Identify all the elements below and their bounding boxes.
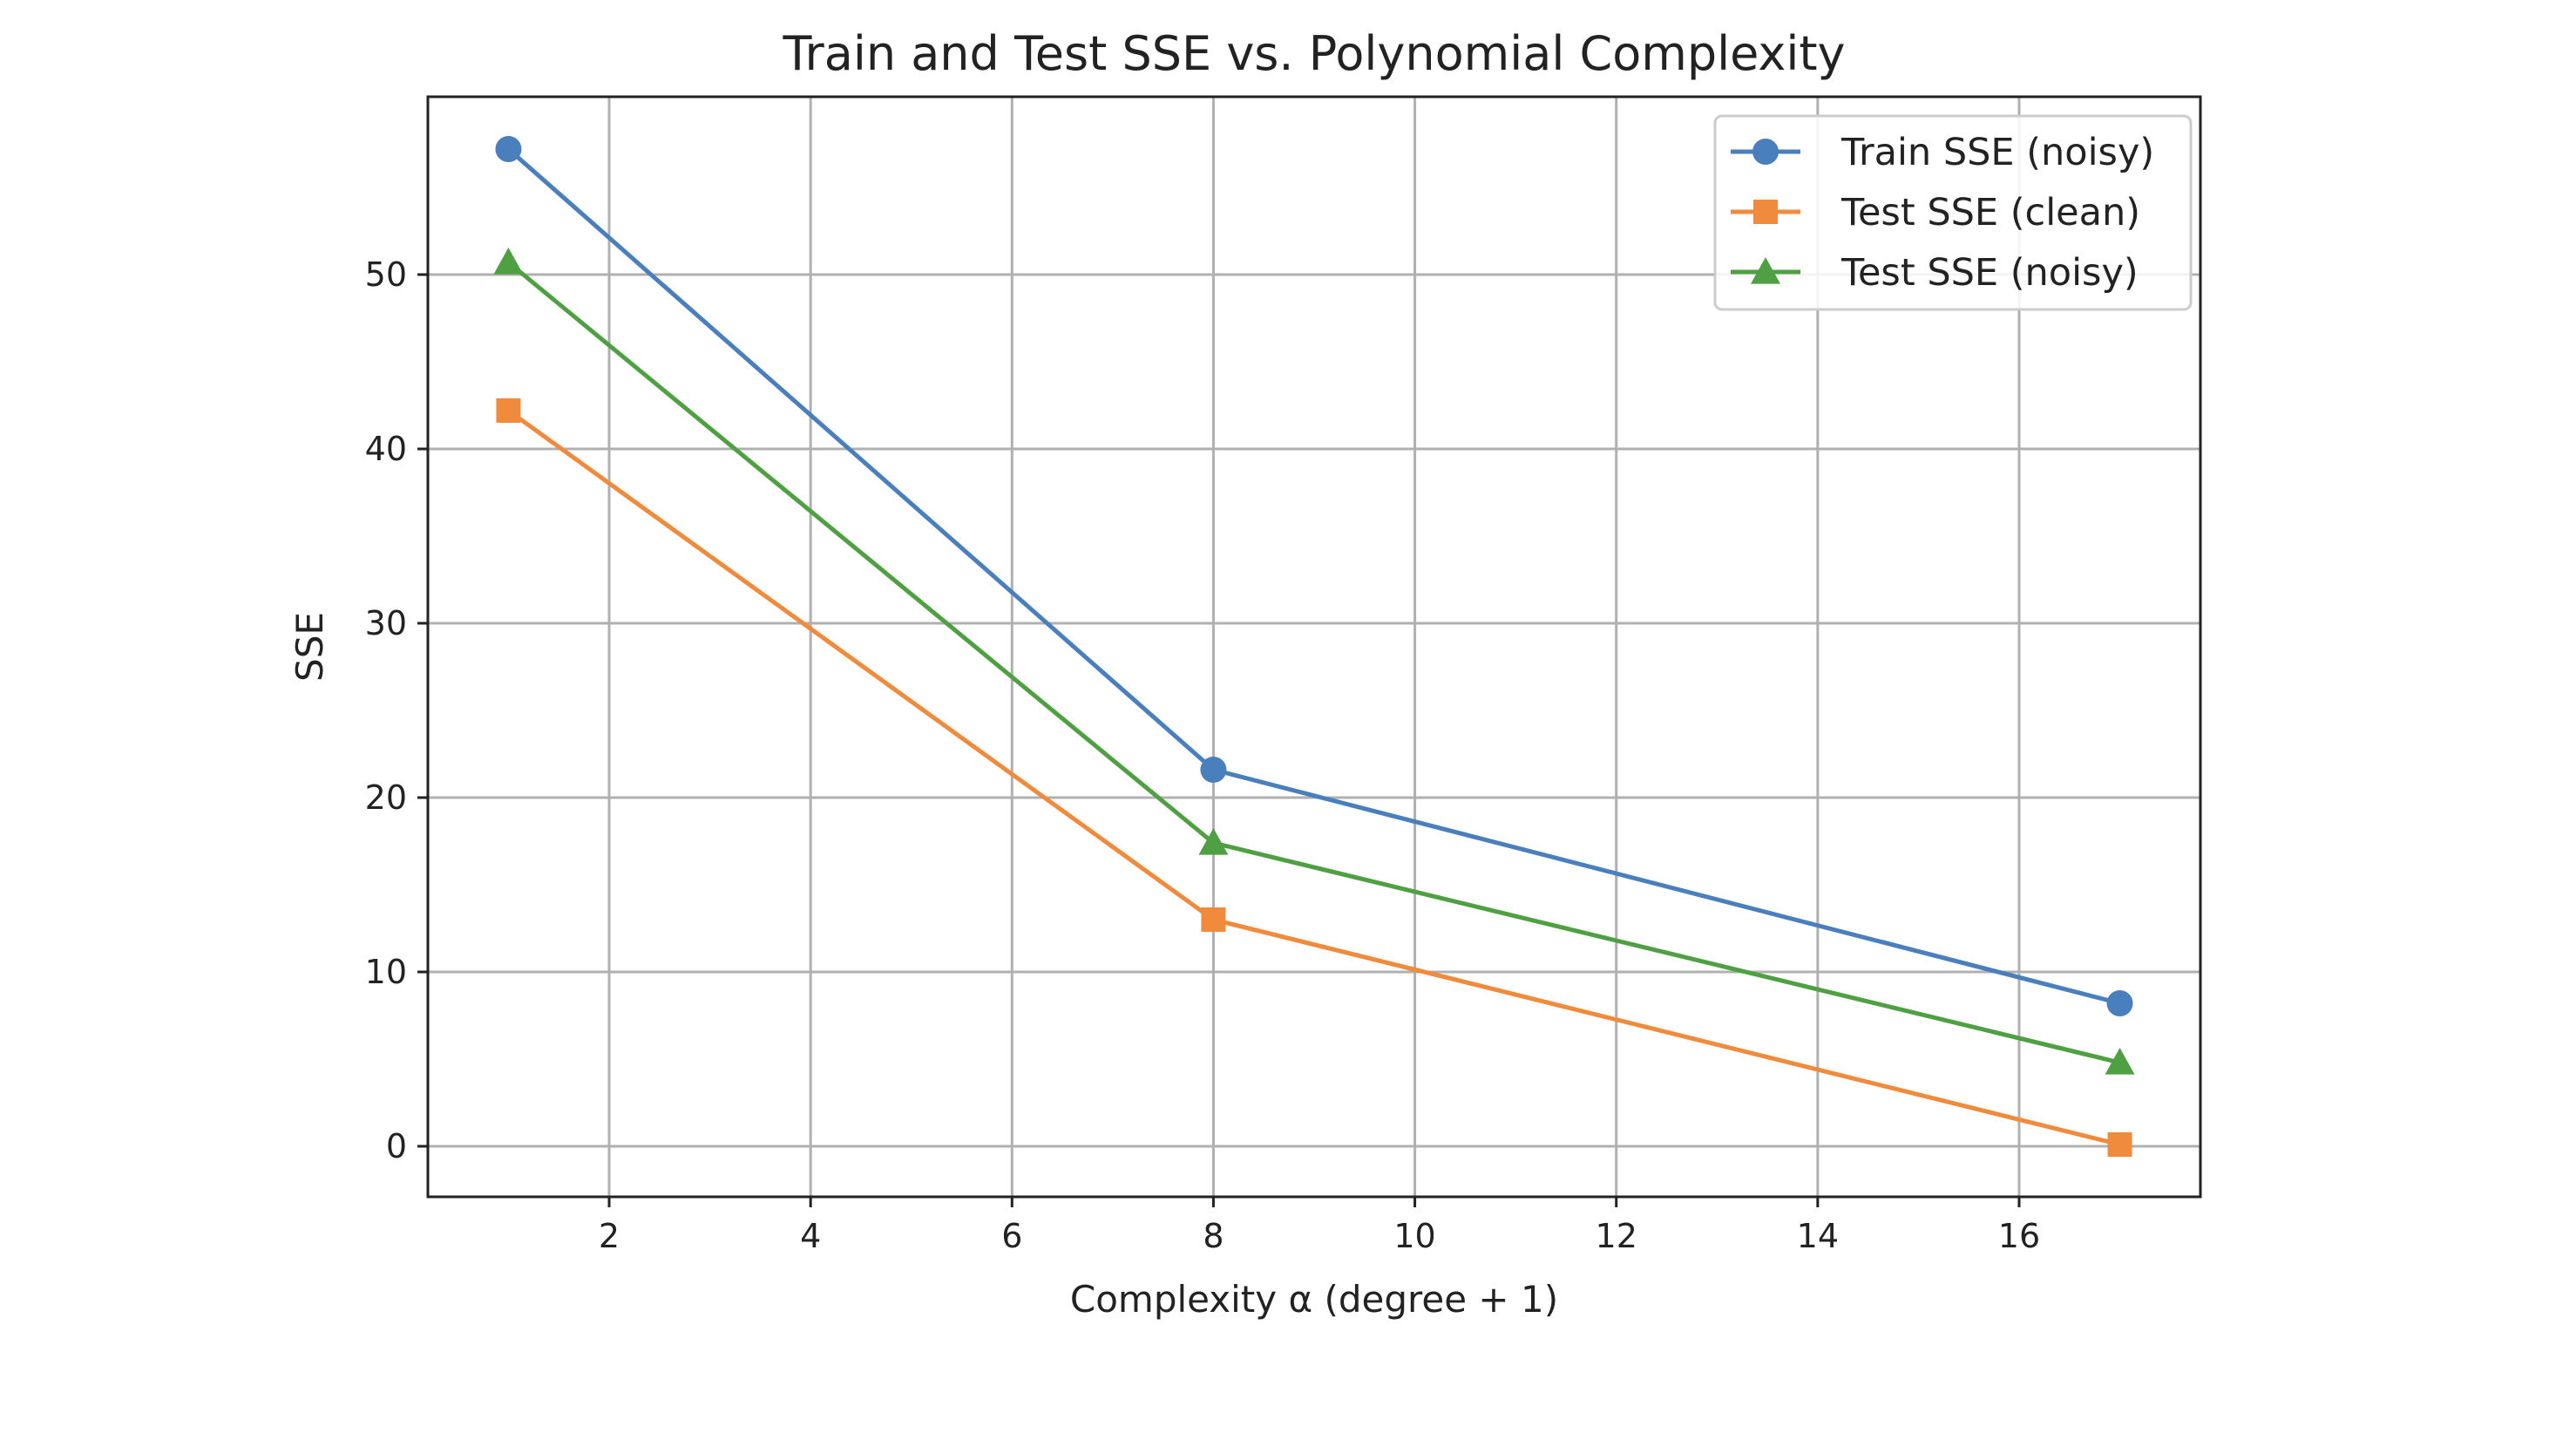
y-tick-label: 20 <box>365 778 407 817</box>
plot-frame <box>426 95 2202 1199</box>
x-tick-label: 8 <box>1203 1217 1224 1255</box>
legend-item: Test SSE (noisy) <box>1731 251 2139 295</box>
chart-title: Train and Test SSE vs. Polynomial Comple… <box>782 26 1845 81</box>
data-point-triangle <box>2105 1048 2135 1075</box>
x-tick-label: 16 <box>1998 1217 2040 1255</box>
y-axis-ticks: 0 10 20 30 40 50 <box>365 255 428 1165</box>
x-axis-label: Complexity α (degree + 1) <box>1070 1278 1558 1321</box>
x-tick-label: 4 <box>800 1217 821 1255</box>
x-tick-label: 10 <box>1393 1217 1435 1255</box>
legend-marker-circle <box>1752 139 1779 165</box>
legend-label: Test SSE (noisy) <box>1840 251 2139 295</box>
legend-marker-triangle <box>1751 257 1780 284</box>
y-tick-label: 10 <box>365 953 407 991</box>
x-tick-label: 12 <box>1596 1217 1637 1255</box>
y-tick-label: 30 <box>365 604 407 642</box>
series-line <box>506 408 2121 1147</box>
x-tick-label: 6 <box>1001 1217 1022 1255</box>
data-point-triangle <box>493 248 524 275</box>
data-point-circle <box>2106 990 2133 1016</box>
data-point-square <box>496 398 521 423</box>
x-tick-label: 14 <box>1797 1217 1839 1255</box>
y-tick-label: 0 <box>386 1127 407 1165</box>
series-lines <box>493 136 2135 1157</box>
y-tick-label: 40 <box>365 430 407 468</box>
legend-item: Train SSE (noisy) <box>1731 131 2154 174</box>
data-point-square <box>2107 1132 2132 1157</box>
series-1 <box>496 398 2132 1157</box>
data-point-triangle <box>1198 828 1229 855</box>
legend-label: Train SSE (noisy) <box>1840 131 2154 174</box>
y-tick-label: 50 <box>365 255 407 294</box>
data-point-square <box>1201 907 1226 932</box>
series-0 <box>495 136 2133 1016</box>
legend-item: Test SSE (clean) <box>1731 191 2140 234</box>
x-axis-ticks: 2 4 6 8 10 12 14 16 <box>599 1197 2040 1255</box>
x-tick-label: 2 <box>599 1217 620 1255</box>
legend-label: Test SSE (clean) <box>1840 191 2140 234</box>
data-point-circle <box>495 136 522 162</box>
legend: Train SSE (noisy) Test SSE (clean) Test SS… <box>1713 114 2193 311</box>
legend-box <box>1713 114 2193 311</box>
data-point-circle <box>1200 757 1227 783</box>
series-2 <box>493 248 2135 1075</box>
y-axis-label: SSE <box>288 612 331 682</box>
legend-marker-square <box>1753 200 1778 224</box>
